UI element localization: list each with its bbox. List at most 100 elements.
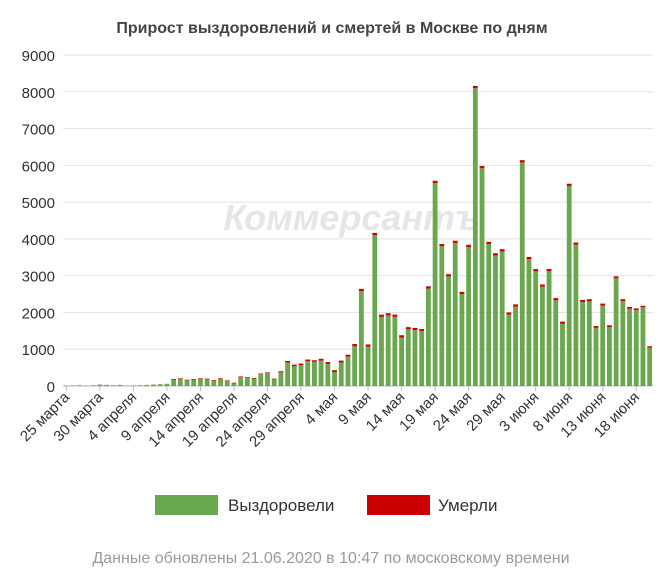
bar-died-58 — [452, 240, 458, 243]
bar-recovered-18 — [184, 380, 190, 386]
bar-died-62 — [479, 166, 485, 169]
bar-recovered-86 — [640, 307, 646, 386]
bar-died-67 — [513, 304, 518, 307]
legend-swatch-died — [367, 495, 430, 515]
bar-died-34 — [291, 364, 297, 367]
bar-recovered-54 — [425, 288, 431, 386]
bar-recovered-74 — [560, 323, 565, 386]
bar-died-55 — [432, 180, 438, 183]
bar-recovered-0 — [63, 385, 69, 387]
bar-died-35 — [298, 363, 304, 366]
bar-recovered-64 — [493, 255, 498, 386]
bar-died-41 — [338, 360, 344, 363]
bar-recovered-29 — [258, 374, 264, 386]
bar-recovered-38 — [318, 360, 324, 386]
bar-recovered-41 — [338, 362, 344, 386]
bar-recovered-71 — [539, 286, 545, 386]
bar-died-52 — [412, 327, 418, 331]
bar-recovered-19 — [191, 379, 197, 386]
bar-recovered-59 — [459, 294, 465, 386]
bar-died-22 — [211, 380, 217, 381]
bar-died-51 — [405, 327, 411, 330]
bar-recovered-40 — [332, 372, 337, 386]
bar-died-63 — [486, 241, 492, 245]
bar-recovered-81 — [607, 327, 612, 386]
legend-label-recovered: Выздоровели — [228, 496, 334, 515]
bar-recovered-73 — [553, 300, 559, 386]
y-tick-label: 5000 — [22, 195, 55, 212]
bar-died-73 — [553, 298, 559, 301]
bar-died-84 — [627, 306, 632, 309]
bar-recovered-78 — [586, 301, 592, 386]
bar-recovered-80 — [600, 305, 606, 386]
bar-died-25 — [231, 382, 237, 384]
bar-recovered-17 — [177, 378, 183, 386]
bar-died-36 — [305, 359, 311, 361]
bar-recovered-57 — [446, 276, 451, 386]
bar-recovered-60 — [466, 246, 472, 386]
bar-died-47 — [379, 314, 384, 317]
bar-recovered-39 — [325, 363, 331, 386]
bar-died-56 — [439, 244, 445, 247]
bar-died-24 — [224, 380, 230, 382]
bar-recovered-7 — [110, 385, 116, 386]
bar-died-29 — [258, 373, 264, 375]
bar-recovered-13 — [151, 384, 156, 386]
bar-died-50 — [399, 335, 404, 338]
bar-died-86 — [640, 305, 646, 308]
bar-recovered-62 — [479, 168, 485, 386]
bar-died-31 — [271, 378, 277, 380]
bar-died-18 — [184, 379, 190, 381]
bar-recovered-68 — [519, 162, 525, 386]
bar-died-81 — [607, 325, 612, 328]
bar-recovered-24 — [224, 380, 230, 386]
bar-died-83 — [620, 299, 626, 302]
bar-died-64 — [493, 253, 498, 256]
bar-recovered-25 — [231, 383, 237, 386]
y-tick-label: 8000 — [22, 85, 55, 102]
bar-recovered-21 — [204, 379, 210, 386]
legend-label-died: Умерли — [438, 496, 497, 515]
bar-recovered-56 — [439, 246, 445, 386]
bar-died-40 — [332, 370, 337, 373]
bar-recovered-28 — [251, 378, 257, 386]
bar-died-76 — [573, 242, 579, 245]
bar-died-49 — [392, 314, 398, 317]
chart-title: Прирост выздоровлений и смертей в Москве… — [116, 20, 547, 37]
bar-recovered-50 — [399, 337, 404, 386]
bar-died-72 — [546, 269, 552, 272]
bar-recovered-49 — [392, 316, 398, 386]
bar-recovered-44 — [358, 291, 364, 386]
grid-lines — [63, 54, 653, 387]
bar-recovered-48 — [385, 315, 391, 386]
legend: Выздоровели Умерли — [155, 495, 497, 515]
bar-died-19 — [191, 379, 197, 380]
bar-died-16 — [171, 379, 177, 380]
bar-recovered-26 — [238, 376, 244, 386]
bar-recovered-11 — [137, 385, 143, 386]
bar-recovered-63 — [486, 244, 492, 386]
y-tick-label: 2000 — [22, 305, 55, 322]
bar-died-66 — [506, 312, 512, 315]
bar-recovered-5 — [97, 384, 103, 386]
bar-recovered-31 — [271, 379, 277, 386]
legend-swatch-recovered — [155, 495, 218, 515]
bar-recovered-85 — [633, 310, 639, 386]
bar-recovered-55 — [432, 182, 438, 386]
bar-recovered-10 — [130, 385, 136, 387]
bar-died-43 — [352, 344, 358, 347]
bar-died-39 — [325, 362, 331, 364]
bar-died-44 — [358, 288, 364, 292]
bar-recovered-45 — [365, 346, 371, 386]
bar-recovered-75 — [566, 185, 572, 386]
legend-item-recovered[interactable]: Выздоровели — [155, 495, 334, 515]
bar-recovered-20 — [198, 378, 203, 386]
bar-died-33 — [285, 360, 291, 363]
bar-recovered-42 — [345, 356, 351, 386]
bar-died-65 — [499, 249, 505, 252]
bar-recovered-27 — [244, 377, 250, 386]
legend-item-died[interactable]: Умерли — [367, 495, 497, 515]
bar-died-27 — [244, 377, 250, 378]
bar-recovered-36 — [305, 360, 311, 386]
